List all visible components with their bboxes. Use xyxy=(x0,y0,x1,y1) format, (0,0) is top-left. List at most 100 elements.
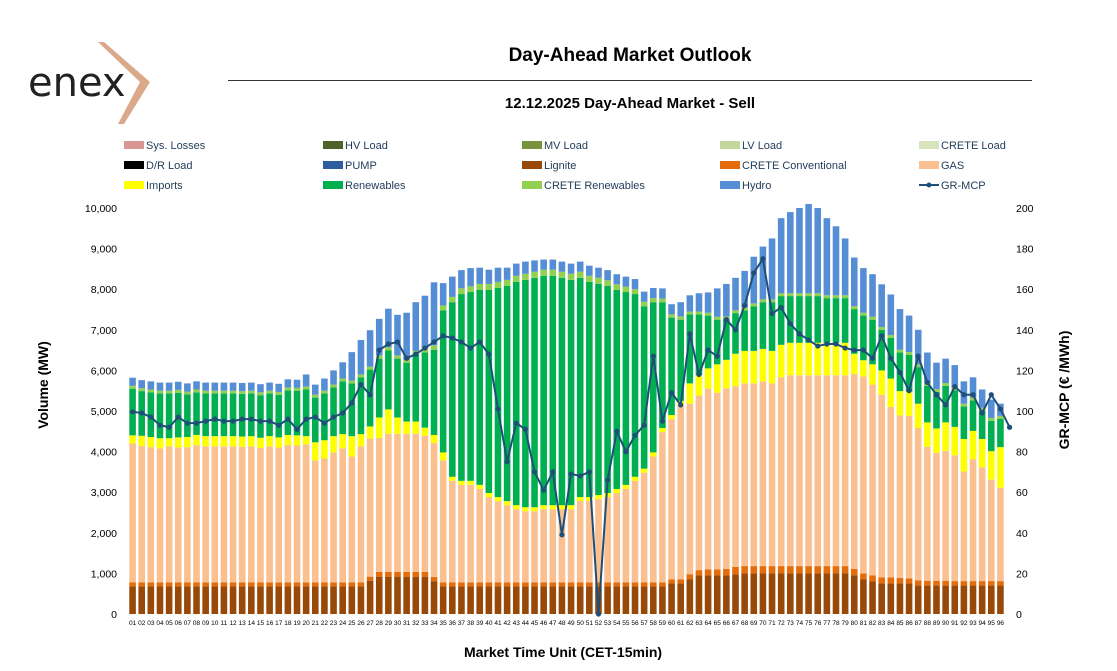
bar-segment xyxy=(321,390,328,394)
bar-segment xyxy=(156,390,164,394)
bar-segment xyxy=(549,269,557,276)
x-tick-label: 85 xyxy=(896,620,904,627)
bar-segment xyxy=(823,573,831,614)
bar-segment xyxy=(266,446,273,583)
bar-segment xyxy=(750,306,758,351)
bar-segment xyxy=(202,446,209,583)
bar-segment xyxy=(540,586,547,614)
bar-segment xyxy=(869,575,876,582)
x-tick-label: 30 xyxy=(394,620,402,627)
x-tick-label: 05 xyxy=(165,620,173,627)
bar-segment xyxy=(805,342,812,376)
bar-segment xyxy=(531,511,538,583)
x-tick-label: 38 xyxy=(467,620,475,627)
gr-mcp-point xyxy=(869,355,876,361)
gr-mcp-point xyxy=(751,270,757,276)
bar-segment xyxy=(220,582,228,587)
bar-segment xyxy=(439,452,447,461)
x-tick-label: 29 xyxy=(385,620,393,627)
bar-segment xyxy=(220,382,228,391)
bar-segment xyxy=(220,586,228,614)
bar-segment xyxy=(229,446,237,583)
bar-segment xyxy=(978,585,986,614)
bar-segment xyxy=(202,436,209,447)
bar-segment xyxy=(138,388,145,392)
bar-segment xyxy=(156,438,164,449)
y-tick-label: 1,000 xyxy=(91,568,117,580)
legend-label: Hydro xyxy=(742,180,771,192)
x-tick-label: 61 xyxy=(677,620,685,627)
bar-segment xyxy=(896,583,904,614)
x-tick-label: 49 xyxy=(567,620,575,627)
x-tick-label: 04 xyxy=(156,620,164,627)
gr-mcp-point xyxy=(943,402,949,408)
bar-segment xyxy=(604,285,611,494)
bar-segment xyxy=(229,393,237,437)
gr-mcp-point xyxy=(824,341,830,347)
bar-segment xyxy=(275,394,283,438)
bar-segment xyxy=(869,364,876,385)
bar-segment xyxy=(567,279,575,506)
bar-segment xyxy=(193,392,200,435)
bar-segment xyxy=(202,390,209,394)
bar-segment xyxy=(741,270,748,308)
y2-tick-label: 160 xyxy=(1016,284,1034,296)
bar-segment xyxy=(531,507,538,512)
bar-segment xyxy=(522,261,529,274)
gr-mcp-point xyxy=(184,420,190,426)
bar-segment xyxy=(878,394,885,578)
bar-segment xyxy=(558,271,566,278)
bar-segment xyxy=(951,390,959,427)
bar-segment xyxy=(723,388,730,569)
bar-segment xyxy=(814,208,822,294)
gr-mcp-point xyxy=(888,355,894,361)
bar-segment xyxy=(293,586,301,614)
bar-segment xyxy=(348,436,356,457)
gr-mcp-point xyxy=(221,418,227,424)
bar-segment xyxy=(494,497,502,502)
bar-segment xyxy=(503,505,511,583)
bar-segment xyxy=(796,293,803,297)
bar-segment xyxy=(650,456,657,583)
bar-segment xyxy=(750,350,758,384)
bar-segment xyxy=(430,345,438,350)
bar-segment xyxy=(512,275,520,282)
bar-segment xyxy=(485,586,493,614)
bar-segment xyxy=(823,298,831,343)
bar-segment xyxy=(485,493,493,498)
bar-segment xyxy=(385,409,392,434)
bar-segment xyxy=(248,582,255,587)
bar-segment xyxy=(668,583,675,614)
bar-segment xyxy=(787,342,794,376)
bar-segment xyxy=(869,316,876,320)
bar-segment xyxy=(942,358,949,383)
bar-segment xyxy=(631,582,639,587)
bar-segment xyxy=(193,586,200,614)
bar-segment xyxy=(814,293,822,297)
chart-subtitle: 12.12.2025 Day-Ahead Market - Sell xyxy=(504,95,756,112)
bar-segment xyxy=(394,355,401,359)
bar-segment xyxy=(238,393,246,437)
bar-segment xyxy=(960,471,968,582)
bar-segment xyxy=(476,586,483,614)
bar-segment xyxy=(193,389,200,393)
bar-segment xyxy=(129,385,136,389)
bar-segment xyxy=(248,446,255,583)
bar-segment xyxy=(905,352,913,355)
bar-segment xyxy=(129,586,136,614)
y2-tick-label: 40 xyxy=(1016,528,1028,540)
gr-mcp-point xyxy=(879,333,885,339)
bar-segment xyxy=(248,390,255,394)
x-tick-label: 39 xyxy=(476,620,484,627)
x-tick-label: 34 xyxy=(430,620,438,627)
bar-segment xyxy=(677,316,684,320)
gr-mcp-point xyxy=(449,335,455,341)
gr-mcp-point xyxy=(477,339,483,345)
bar-segment xyxy=(713,288,721,317)
bar-segment xyxy=(850,306,858,310)
bar-segment xyxy=(951,455,959,582)
bar-segment xyxy=(302,586,310,614)
gr-mcp-point xyxy=(550,469,556,475)
bar-segment xyxy=(375,571,383,577)
bar-segment xyxy=(311,582,319,587)
